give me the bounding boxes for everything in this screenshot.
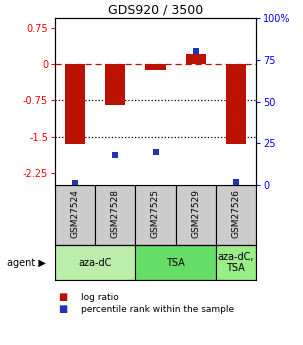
Title: GDS920 / 3500: GDS920 / 3500 xyxy=(108,4,203,17)
Text: TSA: TSA xyxy=(166,257,185,267)
Text: aza-dC,
TSA: aza-dC, TSA xyxy=(218,252,254,273)
Bar xyxy=(226,64,246,144)
Bar xyxy=(216,245,256,280)
Text: GSM27524: GSM27524 xyxy=(71,189,80,238)
Bar xyxy=(95,185,135,245)
Bar xyxy=(55,245,135,280)
Text: GSM27529: GSM27529 xyxy=(191,189,200,238)
Bar xyxy=(65,64,85,144)
Bar xyxy=(186,54,206,64)
Text: GSM27525: GSM27525 xyxy=(151,189,160,238)
Text: ■: ■ xyxy=(58,304,67,314)
Text: agent ▶: agent ▶ xyxy=(7,257,46,267)
Text: GSM27528: GSM27528 xyxy=(111,189,120,238)
Text: ■: ■ xyxy=(58,292,67,302)
Bar xyxy=(216,185,256,245)
Bar xyxy=(135,245,216,280)
Bar xyxy=(105,64,125,105)
Text: log ratio: log ratio xyxy=(81,293,118,302)
Bar xyxy=(176,185,216,245)
Text: GSM27526: GSM27526 xyxy=(231,189,240,238)
Bar xyxy=(55,185,95,245)
Text: aza-dC: aza-dC xyxy=(78,257,112,267)
Bar xyxy=(135,185,176,245)
Text: percentile rank within the sample: percentile rank within the sample xyxy=(81,305,234,314)
Bar xyxy=(145,64,165,70)
